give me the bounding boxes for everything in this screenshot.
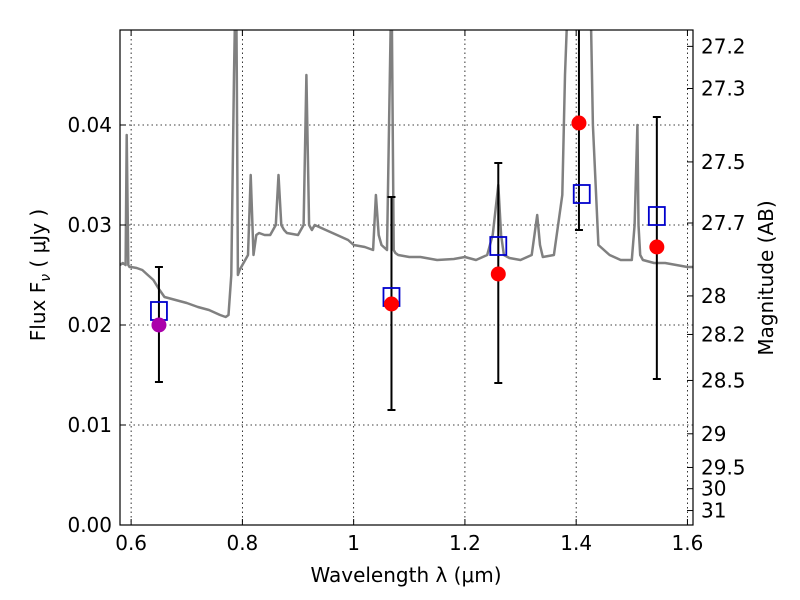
y-tick-label: 0.01 [67, 413, 112, 437]
observed-flux-point [490, 266, 506, 282]
x-tick-label: 1.4 [560, 531, 592, 555]
magnitude-tick-label: 27.5 [701, 150, 746, 174]
x-tick-label: 0.8 [226, 531, 258, 555]
magnitude-tick-label: 31 [701, 499, 726, 523]
grid [120, 30, 693, 526]
y-axis-label-sub: ν [38, 274, 54, 282]
y-axis-label-unit: ( μJy ) [26, 209, 50, 274]
observed-flux-point [383, 296, 399, 312]
magnitude-axis-label: Magnitude (AB) [754, 200, 778, 355]
x-tick-label: 1 [347, 531, 360, 555]
tick-layer: 0.6 0.8 1 1.2 1.4 1.6 0.00 0.01 0.02 0.03 0.04 27.2… [67, 30, 746, 555]
marker-layer [150, 115, 666, 333]
spectrum-layer [120, 30, 693, 319]
magnitude-tick-label: 28.2 [701, 322, 746, 346]
magnitude-tick-label: 27.7 [701, 211, 746, 235]
magnitude-tick-label: 27.3 [701, 76, 746, 100]
x-tick-label: 1.6 [672, 531, 704, 555]
y-axis-label-main: Flux F [26, 282, 50, 341]
magnitude-tick-label: 30 [701, 477, 726, 501]
model-photometry-square [647, 206, 666, 226]
model-photometry-square [572, 184, 591, 204]
model-photometry-square [489, 236, 508, 256]
observed-flux-point [571, 115, 587, 131]
plot-frame [119, 29, 694, 526]
x-tick-label: 1.2 [449, 531, 481, 555]
magnitude-tick-label: 28 [701, 284, 726, 308]
y-tick-label: 0.03 [67, 213, 112, 237]
y-tick-label: 0.00 [67, 513, 112, 537]
y-tick-label: 0.04 [67, 113, 112, 137]
magnitude-tick-label: 27.2 [701, 34, 746, 58]
observed-flux-point [649, 239, 665, 255]
spectrum-line [120, 30, 693, 319]
magnitude-tick-label: 28.5 [701, 368, 746, 392]
observed-flux-point [151, 317, 167, 333]
y-tick-label: 0.02 [67, 313, 112, 337]
magnitude-tick-label: 29.5 [701, 455, 746, 479]
x-axis-label: Wavelength λ (μm) [310, 563, 501, 587]
x-tick-label: 0.6 [115, 531, 147, 555]
y-axis-label: Flux Fν ( μJy ) [26, 209, 54, 341]
magnitude-tick-label: 29 [701, 422, 726, 446]
